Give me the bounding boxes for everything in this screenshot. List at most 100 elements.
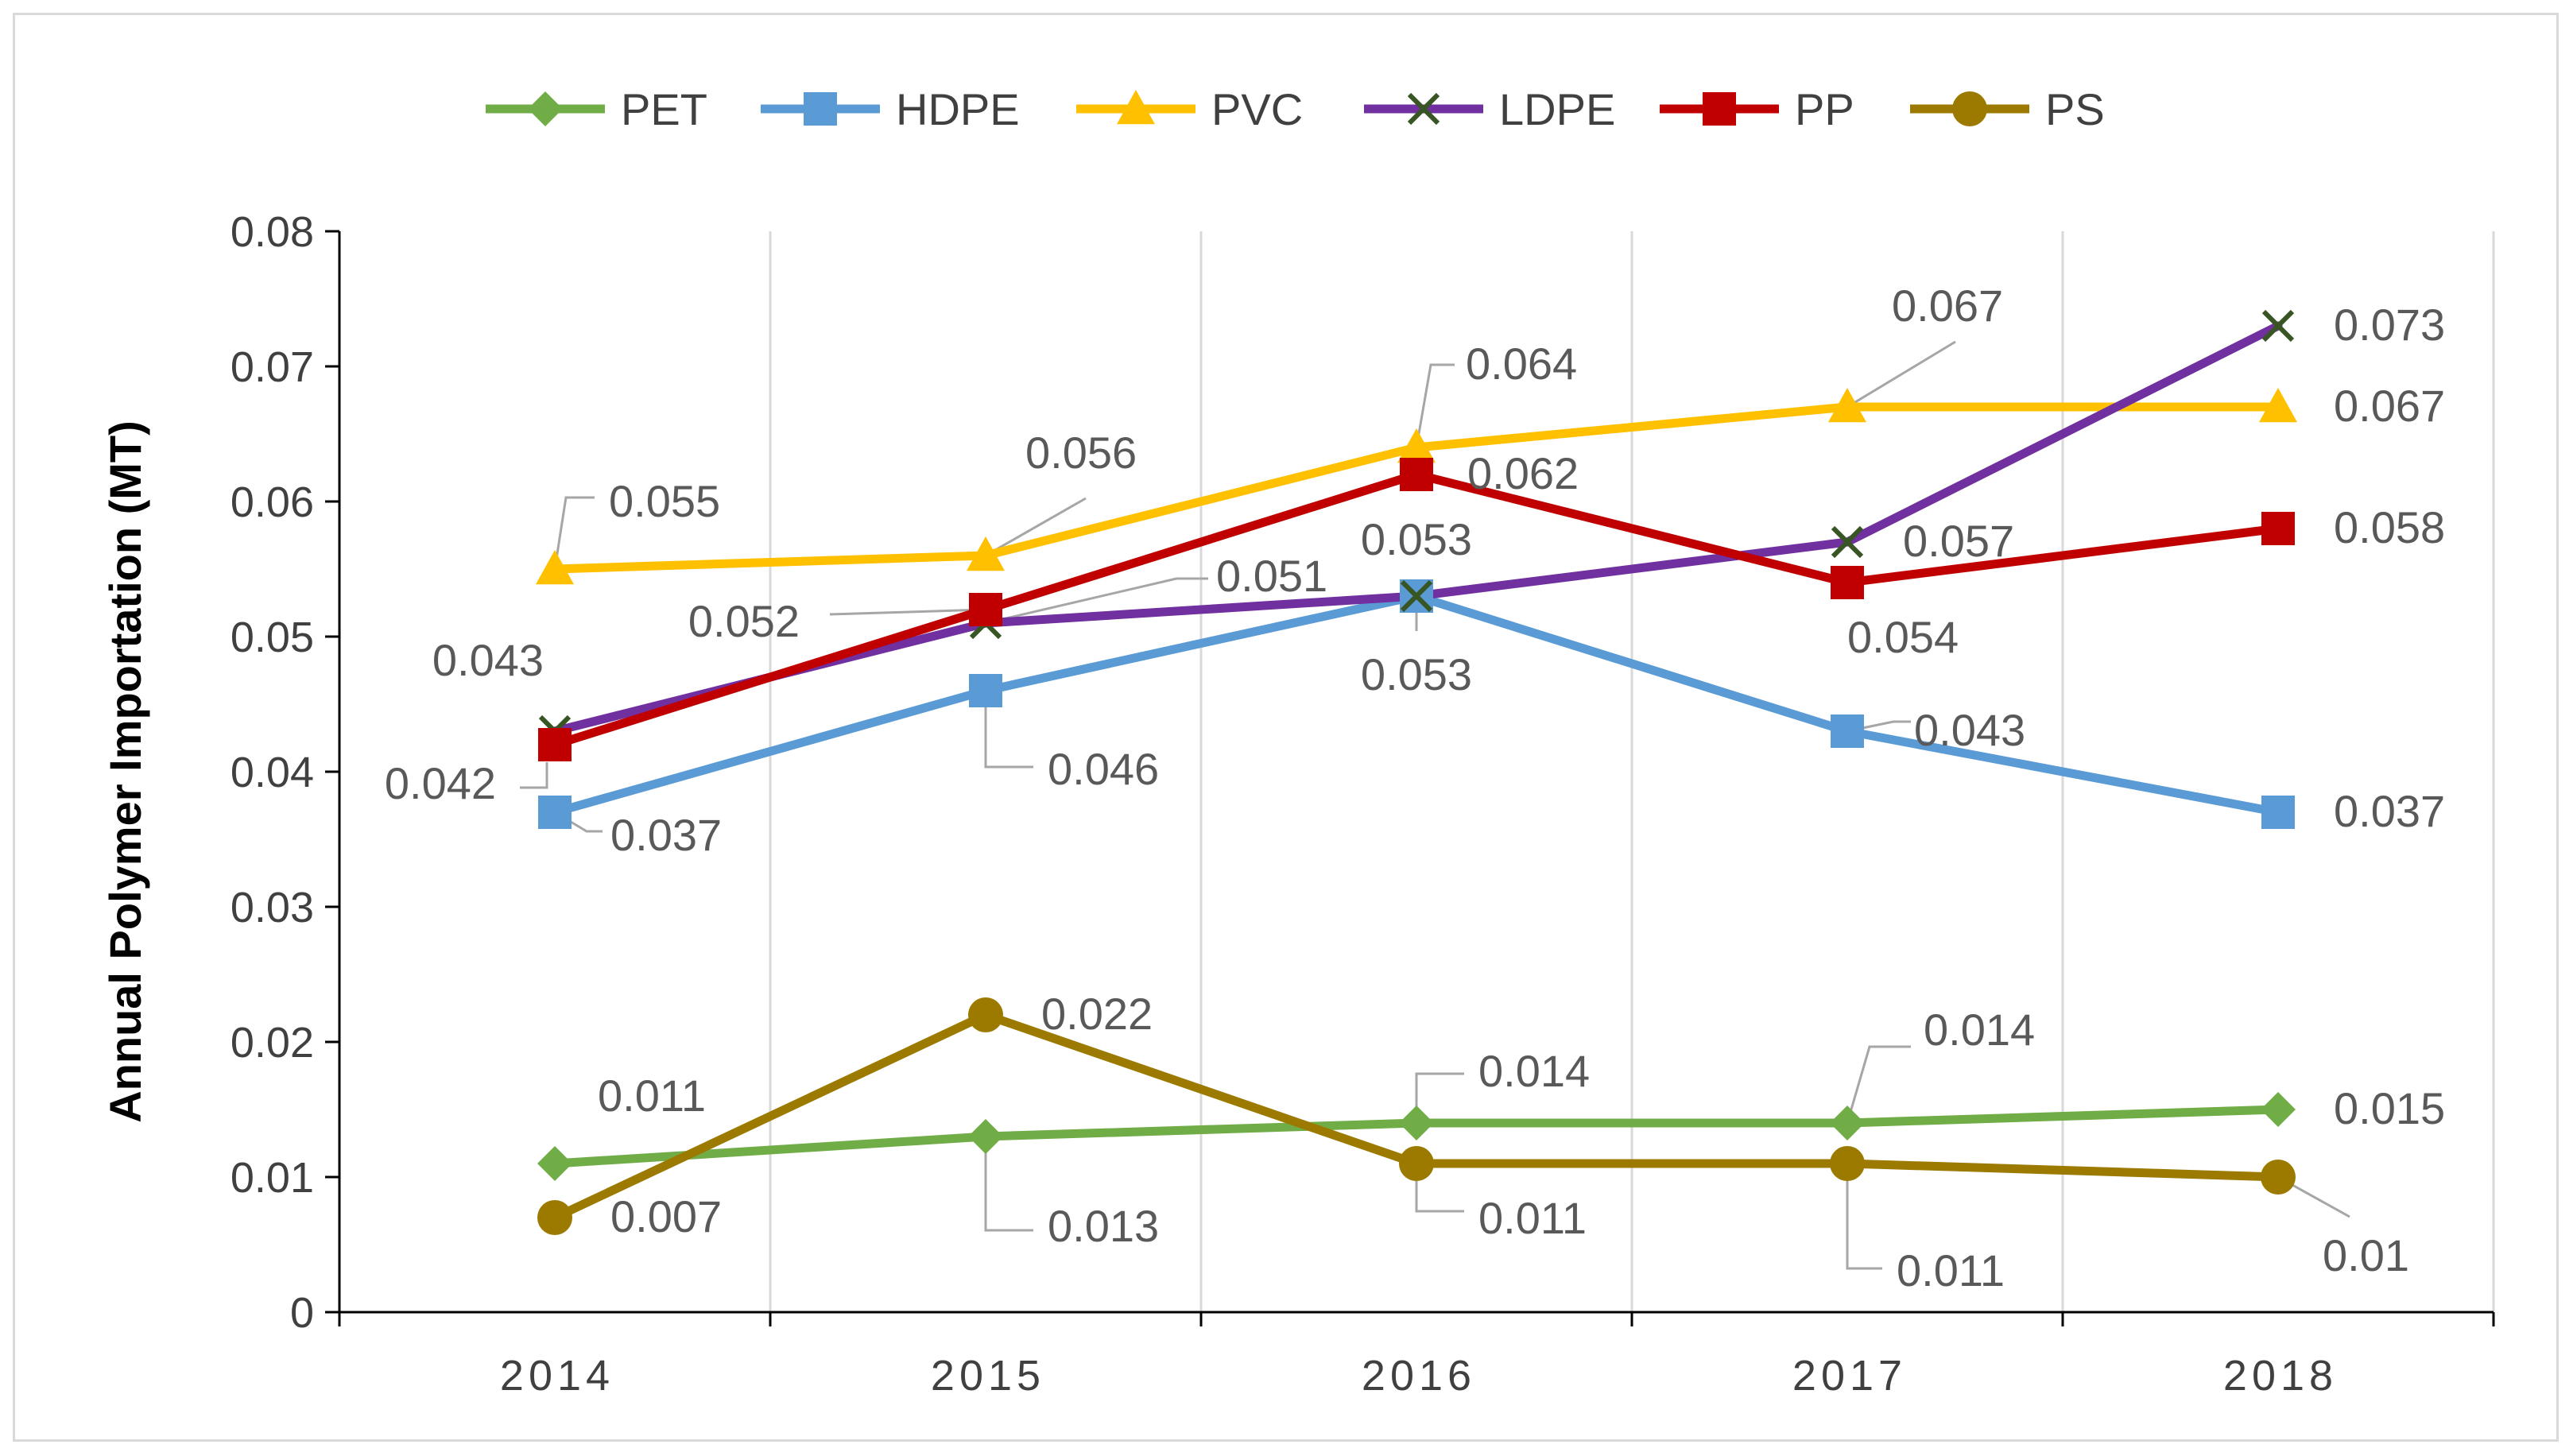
marker-pvc-2015 [967,536,1005,571]
line-chart: 0 0.01 0.02 0.03 0.04 0.05 0.06 0.07 0.08 2014 201… [100,84,2495,1400]
marker-hdpe-2014 [538,796,572,829]
marker-pvc-2018 [2259,388,2297,423]
x-marker-stroke [1831,525,1864,559]
data-label-hdpe-2015: 0.046 [1048,744,1159,794]
data-label-pvc-2017: 0.067 [1892,281,2003,331]
marker-pet-2018 [2261,1092,2296,1127]
marker-pet-2016 [1399,1106,1434,1140]
legend-item-pp: PP [1660,84,1854,134]
data-label-ps-2015: 0.022 [1041,989,1153,1039]
marker-ps-2018 [2261,1160,2296,1195]
axes: 0 0.01 0.02 0.03 0.04 0.05 0.06 0.07 0.08 2014 201… [231,208,2495,1400]
legend-marker [1407,92,1440,126]
marker-pvc-2017 [1828,388,1866,423]
marker-pp-2017 [1831,566,1864,599]
marker-pet-2014 [537,1146,572,1181]
y-tick-label: 0.01 [231,1154,314,1202]
marker-pvc-2014 [536,550,574,585]
legend-item-pet: PET [486,84,707,134]
label-leader-line [829,608,986,616]
legend-marker [1117,90,1155,125]
data-label-pvc-2016: 0.064 [1466,339,1577,389]
data-label-pvc-2018: 0.067 [2334,381,2445,431]
marker-hdpe-2018 [2261,796,2295,829]
data-label-pet-2014: 0.011 [598,1071,706,1121]
x-tick-label: 2015 [931,1352,1045,1400]
legend-label: PS [2045,84,2105,134]
label-leader-line [984,691,1033,769]
marker-hdpe-2017 [1831,714,1864,748]
legend: PET HDPE PVC LDPE PP PS [486,84,2105,134]
data-label-hdpe-2014: 0.037 [610,810,722,860]
data-label-ldpe-2016: 0.053 [1361,514,1472,564]
data-label-pet-2016: 0.014 [1478,1046,1590,1096]
legend-label: PP [1795,84,1854,134]
x-tick-label: 2016 [1362,1352,1476,1400]
marker-ps-2017 [1830,1146,1865,1181]
data-label-hdpe-2016: 0.053 [1361,649,1472,699]
y-tick-label: 0.02 [231,1019,314,1067]
x-tick-label: 2014 [500,1352,614,1400]
data-label-ps-2017: 0.011 [1897,1245,2005,1295]
data-label-pet-2017: 0.014 [1924,1005,2035,1055]
legend-marker [804,92,837,126]
marker-ps-2016 [1399,1146,1434,1181]
legend-item-ldpe: LDPE [1364,84,1615,134]
data-label-hdpe-2017: 0.043 [1914,705,2025,755]
legend-item-pvc: PVC [1076,84,1303,134]
y-axis-title: Annual Polymer Importation (MT) [100,420,150,1123]
label-leader-line [984,1137,1033,1232]
data-label-ps-2018: 0.01 [2323,1230,2409,1280]
data-labels: 0.011 0.013 0.014 0.014 0.015 0.037 0.046 0.053… [385,281,2445,1295]
x-tick-label: 2017 [1792,1352,1907,1400]
label-leader-line [1846,1164,1882,1270]
y-tick-label: 0 [290,1289,314,1337]
legend-label: PVC [1211,84,1303,134]
legend-marker [528,91,563,126]
data-label-ldpe-2015: 0.051 [1216,551,1327,601]
data-label-pp-2016: 0.062 [1467,448,1579,498]
marker-pp-2015 [969,593,1002,626]
label-leader-line [1415,363,1455,448]
y-tick-label: 0.06 [231,478,314,526]
marker-ps-2014 [537,1200,572,1235]
data-label-ldpe-2014: 0.043 [432,635,544,685]
legend-item-ps: PS [1910,84,2105,134]
marker-pvc-2016 [1397,428,1436,463]
legend-marker [1703,92,1736,126]
data-label-pvc-2014: 0.055 [609,476,720,526]
marker-pet-2015 [968,1119,1003,1154]
data-label-hdpe-2018: 0.037 [2334,786,2445,836]
label-leader-line [553,496,595,570]
x-tick-label: 2018 [2223,1352,2338,1400]
legend-item-hdpe: HDPE [761,84,1020,134]
data-label-pp-2014: 0.042 [385,758,496,808]
marker-ldpe-2016 [1400,579,1433,613]
marker-pp-2014 [538,728,572,761]
data-label-pp-2017: 0.054 [1847,612,1959,662]
x-marker-stroke [1400,579,1433,613]
y-tick-label: 0.08 [231,208,314,256]
chart-frame: 0 0.01 0.02 0.03 0.04 0.05 0.06 0.07 0.08 2014 201… [13,13,2559,1442]
legend-label: PET [621,84,707,134]
data-label-ps-2016: 0.011 [1478,1193,1587,1243]
label-leader-line [520,762,548,789]
data-label-pet-2015: 0.013 [1048,1201,1159,1251]
y-tick-label: 0.04 [231,749,314,796]
legend-label: HDPE [896,84,1020,134]
marker-pp-2016 [1400,458,1433,491]
marker-ldpe-2017 [1831,525,1864,559]
y-tick-label: 0.07 [231,343,314,391]
marker-ps-2015 [968,997,1003,1032]
series-markers [536,309,2297,1235]
data-label-pp-2015: 0.052 [688,596,800,646]
data-label-pp-2018: 0.058 [2334,502,2445,552]
data-label-ldpe-2017: 0.057 [1903,516,2014,566]
legend-marker [1952,91,1987,126]
y-tick-label: 0.05 [231,614,314,661]
data-label-ldpe-2018: 0.073 [2334,300,2445,350]
data-label-ps-2014: 0.007 [610,1191,722,1241]
legend-label: LDPE [1499,84,1615,134]
marker-pet-2017 [1830,1106,1865,1140]
grid-lines [769,231,2495,1312]
